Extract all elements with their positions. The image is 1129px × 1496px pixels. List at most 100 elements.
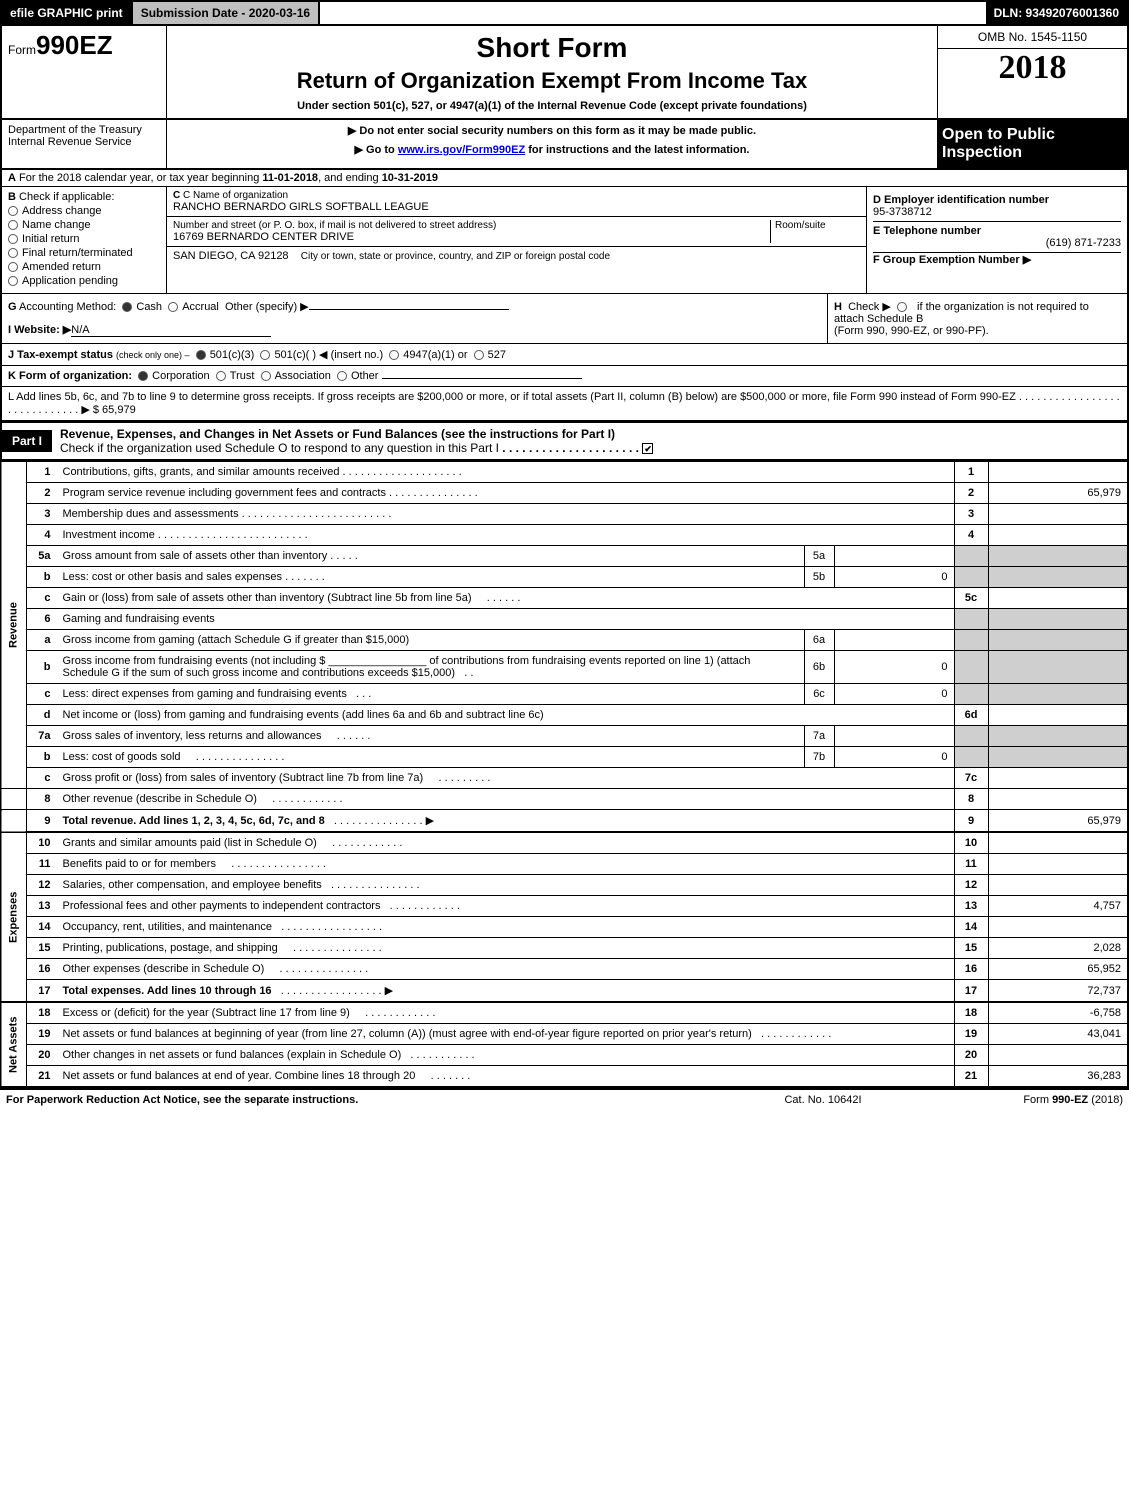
ln-6b: b	[27, 651, 57, 684]
accounting-method-label: Accounting Method:	[19, 301, 116, 313]
lbl-final-return: Final return/terminated	[22, 247, 133, 259]
ln-21: 21	[27, 1066, 57, 1088]
amt-7c	[988, 768, 1128, 789]
desc-19: Net assets or fund balances at beginning…	[57, 1024, 955, 1045]
other-specify-input[interactable]	[309, 309, 509, 310]
lbl-other-specify: Other (specify) ▶	[225, 301, 309, 313]
ln-5b: b	[27, 567, 57, 588]
ln-13: 13	[27, 896, 57, 917]
chk-trust[interactable]	[216, 371, 226, 381]
chk-other-org[interactable]	[337, 371, 347, 381]
line-i-label: I Website: ▶	[8, 324, 71, 336]
desc-8: Other revenue (describe in Schedule O) .…	[57, 789, 955, 810]
row-11: 11 Benefits paid to or for members . . .…	[1, 854, 1128, 875]
nc-20: 20	[954, 1045, 988, 1066]
chk-initial-return[interactable]	[8, 234, 18, 244]
nc-5c: 5c	[954, 588, 988, 609]
amt-20	[988, 1045, 1128, 1066]
irs-link[interactable]: www.irs.gov/Form990EZ	[398, 144, 525, 156]
lbl-amended-return: Amended return	[22, 261, 101, 273]
row-5a: 5a Gross amount from sale of assets othe…	[1, 546, 1128, 567]
chk-application-pending[interactable]	[8, 276, 18, 286]
ln-16: 16	[27, 959, 57, 980]
nc-8: 8	[954, 789, 988, 810]
chk-schedule-b[interactable]	[897, 302, 907, 312]
sn-6c: 6c	[804, 684, 834, 705]
chk-501c[interactable]	[260, 350, 270, 360]
line-j-label: J Tax-exempt status	[8, 349, 113, 361]
ln-14: 14	[27, 917, 57, 938]
row-6a: a Gross income from gaming (attach Sched…	[1, 630, 1128, 651]
sidebar-netassets: Net Assets	[1, 1002, 27, 1087]
desc-11: Benefits paid to or for members . . . . …	[57, 854, 955, 875]
line-h-label: H	[834, 301, 842, 313]
sidebar-expenses: Expenses	[1, 832, 27, 1002]
row-21: 21 Net assets or fund balances at end of…	[1, 1066, 1128, 1088]
lbl-corporation: Corporation	[152, 370, 209, 382]
under-section-note: Under section 501(c), 527, or 4947(a)(1)…	[177, 100, 927, 112]
desc-6d: Net income or (loss) from gaming and fun…	[57, 705, 955, 726]
topbar: efile GRAPHIC print Submission Date - 20…	[0, 0, 1129, 26]
amt-5a-grey	[988, 546, 1128, 567]
line-a-label: A	[8, 172, 16, 184]
sv-6b: 0	[834, 651, 954, 684]
city-value: SAN DIEGO, CA 92128	[173, 250, 289, 262]
chk-name-change[interactable]	[8, 220, 18, 230]
amt-6b-grey	[988, 651, 1128, 684]
desc-1: Contributions, gifts, grants, and simila…	[57, 462, 955, 483]
sidebar-revenue: Revenue	[1, 462, 27, 789]
chk-amended-return[interactable]	[8, 262, 18, 272]
ln-6d: d	[27, 705, 57, 726]
other-org-input[interactable]	[382, 378, 582, 379]
ln-7a: 7a	[27, 726, 57, 747]
ein-value: 95-3738712	[873, 206, 1121, 218]
part1-title-cell: Revenue, Expenses, and Changes in Net As…	[52, 423, 1127, 459]
sv-5a	[834, 546, 954, 567]
lbl-application-pending: Application pending	[22, 275, 118, 287]
chk-4947[interactable]	[389, 350, 399, 360]
room-suite-label: Room/suite	[770, 220, 860, 243]
amt-3	[988, 504, 1128, 525]
amt-4	[988, 525, 1128, 546]
sn-6a: 6a	[804, 630, 834, 651]
lbl-501c: 501(c)( ) ◀ (insert no.)	[274, 349, 383, 361]
ln-20: 20	[27, 1045, 57, 1066]
amt-11	[988, 854, 1128, 875]
nc-16: 16	[954, 959, 988, 980]
chk-527[interactable]	[474, 350, 484, 360]
lbl-address-change: Address change	[22, 205, 102, 217]
sn-5a: 5a	[804, 546, 834, 567]
amt-5b-grey	[988, 567, 1128, 588]
lbl-association: Association	[275, 370, 331, 382]
row-17: 17 Total expenses. Add lines 10 through …	[1, 980, 1128, 1003]
amt-6d	[988, 705, 1128, 726]
ln-18: 18	[27, 1002, 57, 1024]
chk-corporation[interactable]	[138, 371, 148, 381]
return-title: Return of Organization Exempt From Incom…	[177, 68, 927, 94]
chk-address-change[interactable]	[8, 206, 18, 216]
line-l-amount: ▶ $ 65,979	[81, 404, 135, 416]
nc-9: 9	[954, 810, 988, 833]
sv-7a	[834, 726, 954, 747]
chk-association[interactable]	[261, 371, 271, 381]
amt-16: 65,952	[988, 959, 1128, 980]
chk-final-return[interactable]	[8, 248, 18, 258]
desc-15: Printing, publications, postage, and shi…	[57, 938, 955, 959]
dept-row: Department of the Treasury Internal Reve…	[0, 120, 1129, 170]
row-7a: 7a Gross sales of inventory, less return…	[1, 726, 1128, 747]
line-j-sub: (check only one) –	[116, 350, 190, 360]
chk-schedule-o[interactable]	[642, 443, 653, 454]
desc-10: Grants and similar amounts paid (list in…	[57, 832, 955, 854]
chk-accrual[interactable]	[168, 302, 178, 312]
row-15: 15 Printing, publications, postage, and …	[1, 938, 1128, 959]
row-6d: d Net income or (loss) from gaming and f…	[1, 705, 1128, 726]
sidebar-rev-cont	[1, 789, 27, 810]
efile-print-button[interactable]: efile GRAPHIC print	[2, 2, 133, 24]
lbl-name-change: Name change	[22, 219, 91, 231]
desc-7a: Gross sales of inventory, less returns a…	[57, 726, 805, 747]
chk-501c3[interactable]	[196, 350, 206, 360]
col-d: D Employer identification number 95-3738…	[867, 187, 1127, 293]
line-h-check-pre: Check ▶	[848, 301, 891, 313]
chk-cash[interactable]	[122, 302, 132, 312]
row-6: 6 Gaming and fundraising events	[1, 609, 1128, 630]
